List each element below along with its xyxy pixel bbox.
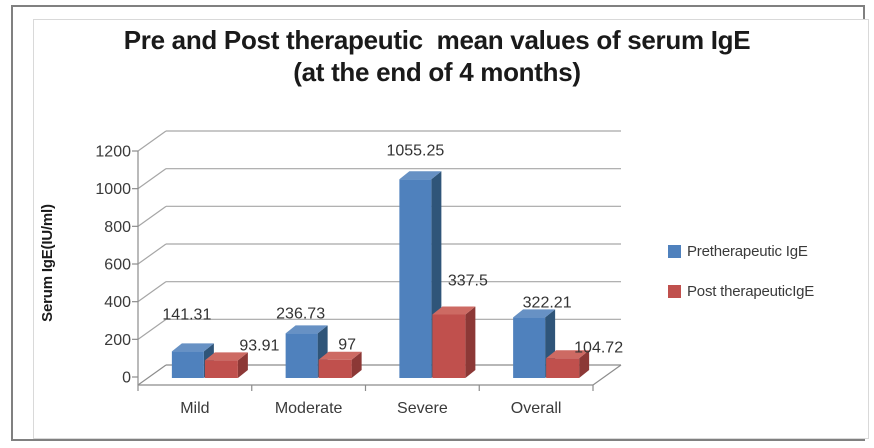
depth-connector bbox=[137, 168, 167, 190]
bar-pretherapeutic-ige-severe-top bbox=[399, 171, 442, 180]
legend: Pretherapeutic IgE Post therapeuticIgE bbox=[668, 243, 814, 300]
legend-item-pretherapeutic: Pretherapeutic IgE bbox=[668, 243, 814, 260]
x-category-label: Moderate bbox=[275, 400, 343, 417]
floor-left-edge bbox=[137, 364, 167, 386]
chart-title-line2: (at the end of 4 months) bbox=[293, 57, 581, 87]
data-label: 322.21 bbox=[523, 294, 572, 311]
y-axis-title: Serum IgE(IU/ml) bbox=[39, 204, 56, 322]
bar-post-therapeuticige-moderate-side bbox=[351, 351, 362, 378]
legend-item-posttherapeutic: Post therapeuticIgE bbox=[668, 283, 814, 300]
data-label: 1055.25 bbox=[386, 142, 444, 159]
bar-pretherapeutic-ige-overall-top bbox=[513, 309, 556, 318]
bar-pretherapeutic-ige-overall bbox=[513, 317, 546, 378]
depth-connector bbox=[137, 130, 167, 152]
legend-label-posttherapeutic: Post therapeuticIgE bbox=[687, 283, 815, 300]
bar-pretherapeutic-ige-moderate bbox=[285, 333, 318, 378]
y-tick-label: 400 bbox=[104, 294, 131, 311]
bar-post-therapeuticige-severe-top bbox=[432, 306, 476, 315]
bar-post-therapeuticige-severe-side bbox=[465, 306, 476, 378]
bar-post-therapeuticige-moderate-top bbox=[318, 351, 362, 360]
bar-post-therapeuticige-mild-top bbox=[204, 352, 248, 361]
chart-title-line1: Pre and Post therapeutic mean values of … bbox=[123, 25, 751, 55]
y-tick-label: 0 bbox=[122, 370, 131, 387]
y-tick-label: 1000 bbox=[95, 181, 131, 198]
bar-post-therapeuticige-overall-side bbox=[579, 350, 590, 378]
bar-post-therapeuticige-overall-top bbox=[546, 350, 590, 359]
data-label: 337.5 bbox=[448, 272, 488, 289]
x-category-label: Overall bbox=[511, 400, 562, 417]
y-tick-label: 800 bbox=[104, 219, 131, 236]
y-tick-label: 1200 bbox=[95, 144, 131, 161]
data-label: 104.72 bbox=[574, 339, 623, 356]
bar-post-therapeuticige-mild bbox=[204, 360, 238, 378]
data-label: 93.91 bbox=[239, 337, 279, 354]
data-label: 236.73 bbox=[276, 305, 325, 322]
bar-post-therapeuticige-mild-side bbox=[237, 352, 248, 378]
bar-post-therapeuticige-severe bbox=[432, 314, 466, 378]
bar-pretherapeutic-ige-mild bbox=[171, 351, 204, 378]
x-category-label: Mild bbox=[180, 400, 209, 417]
bar-pretherapeutic-ige-mild-top bbox=[171, 343, 214, 352]
x-category-label: Severe bbox=[397, 400, 448, 417]
legend-swatch-blue-icon bbox=[668, 245, 681, 258]
bar-post-therapeuticige-overall bbox=[546, 358, 580, 378]
depth-connector bbox=[137, 318, 167, 340]
y-tick-label: 200 bbox=[104, 332, 131, 349]
depth-connector bbox=[137, 281, 167, 303]
data-label: 97 bbox=[338, 337, 356, 354]
y-tick-label: 600 bbox=[104, 257, 131, 274]
chart-title: Pre and Post therapeutic mean values of … bbox=[0, 24, 874, 88]
depth-connector bbox=[137, 243, 167, 265]
floor-right-edge bbox=[592, 364, 622, 386]
legend-swatch-red-icon bbox=[668, 285, 681, 298]
bar-post-therapeuticige-moderate bbox=[318, 359, 352, 378]
bar-pretherapeutic-ige-moderate-top bbox=[285, 325, 328, 334]
depth-connector bbox=[137, 205, 167, 227]
bar-pretherapeutic-ige-severe bbox=[399, 179, 432, 378]
legend-label-pretherapeutic: Pretherapeutic IgE bbox=[687, 243, 808, 260]
data-label: 141.31 bbox=[162, 306, 211, 323]
